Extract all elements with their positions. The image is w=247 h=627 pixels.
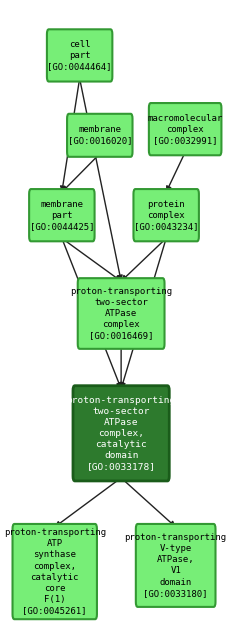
- Text: membrane
[GO:0016020]: membrane [GO:0016020]: [67, 125, 132, 145]
- FancyBboxPatch shape: [136, 524, 215, 607]
- FancyBboxPatch shape: [47, 29, 112, 82]
- FancyBboxPatch shape: [73, 386, 169, 481]
- FancyBboxPatch shape: [133, 189, 199, 241]
- Text: protein
complex
[GO:0043234]: protein complex [GO:0043234]: [134, 199, 198, 231]
- Text: membrane
part
[GO:0044425]: membrane part [GO:0044425]: [30, 199, 94, 231]
- Text: proton-transporting
ATP
synthase
complex,
catalytic
core
F(1)
[GO:0045261]: proton-transporting ATP synthase complex…: [4, 528, 106, 615]
- FancyBboxPatch shape: [29, 189, 95, 241]
- Text: macromolecular
complex
[GO:0032991]: macromolecular complex [GO:0032991]: [147, 113, 223, 145]
- Text: cell
part
[GO:0044464]: cell part [GO:0044464]: [47, 40, 112, 71]
- FancyBboxPatch shape: [67, 113, 132, 157]
- FancyBboxPatch shape: [78, 278, 165, 349]
- Text: proton-transporting
V-type
ATPase,
V1
domain
[GO:0033180]: proton-transporting V-type ATPase, V1 do…: [124, 533, 227, 598]
- FancyBboxPatch shape: [149, 103, 221, 155]
- Text: proton-transporting
two-sector
ATPase
complex
[GO:0016469]: proton-transporting two-sector ATPase co…: [70, 287, 172, 340]
- Text: proton-transporting
two-sector
ATPase
complex,
catalytic
domain
[GO:0033178]: proton-transporting two-sector ATPase co…: [66, 396, 176, 471]
- FancyBboxPatch shape: [13, 524, 97, 619]
